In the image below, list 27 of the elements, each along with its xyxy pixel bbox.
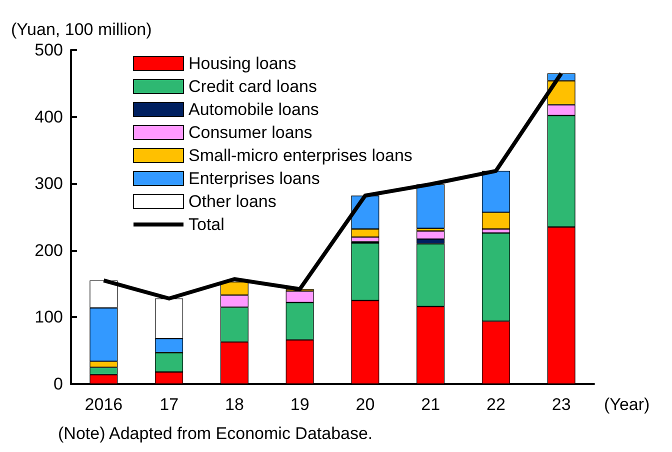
text: (Note) Adapted from Economic Database. (58, 424, 373, 443)
y-tick-label: 100 (34, 308, 63, 327)
y-tick-label: 300 (34, 174, 63, 194)
y-tick-label: 500 (34, 40, 63, 60)
x-tick-label: 20 (356, 395, 375, 414)
x-tick-label: 23 (552, 395, 571, 414)
legend-label: Consumer loans (188, 123, 312, 142)
legend-label: Enterprises loans (188, 169, 320, 188)
y-axis-title: (Yuan, 100 million) (11, 20, 152, 39)
x-tick-label: 22 (486, 395, 506, 414)
legend-label: Small-micro enterprises loans (188, 146, 412, 165)
x-tick-label: 21 (421, 395, 440, 414)
bar (416, 231, 445, 240)
y-tick-label: 200 (34, 240, 63, 260)
legend-label: Credit card loans (188, 77, 318, 96)
x-tick-label: 17 (160, 395, 179, 414)
legend-label: Automobile loans (188, 100, 319, 119)
y-tick-label: 400 (34, 107, 63, 126)
y-tick-label: 0 (54, 374, 63, 394)
x-tick-label: 19 (290, 395, 310, 414)
x-axis-title: (Year) (604, 395, 650, 414)
x-tick-label: 2016 (84, 395, 123, 414)
x-tick-label: 18 (224, 395, 244, 414)
legend-label: Other loans (188, 192, 276, 211)
legend-label: Total (188, 215, 224, 234)
bar (416, 184, 445, 228)
legend-label: Housing loans (188, 54, 296, 73)
